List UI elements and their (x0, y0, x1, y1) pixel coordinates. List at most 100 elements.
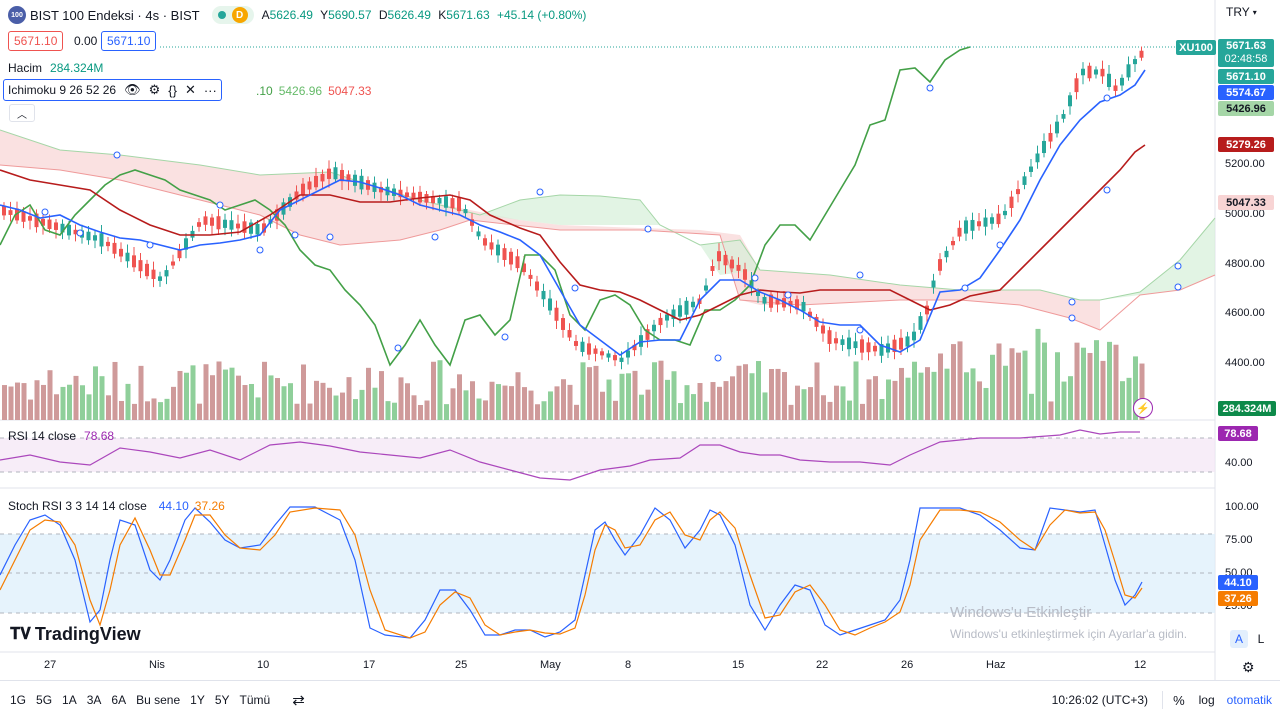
symbol-header: 100 BIST 100 Endeksi · 4s · BIST D A5626… (8, 6, 590, 24)
range-button-1y[interactable]: 1Y (190, 693, 205, 707)
currency-selector[interactable]: TRY ▾ (1226, 5, 1257, 19)
time-axis-label[interactable]: 8 (625, 659, 632, 671)
time-axis-label[interactable]: 25 (455, 659, 468, 671)
change-value: +45.14 (+0.80%) (497, 8, 587, 22)
volume-bar (801, 389, 807, 420)
volume-bar (73, 375, 79, 420)
time-axis-label[interactable]: 17 (363, 659, 376, 671)
volume-bar (502, 385, 508, 420)
volume-bar (834, 385, 839, 420)
volume-bar (509, 386, 514, 420)
settings-gear-icon[interactable]: ⚙ (1242, 659, 1255, 675)
code-braces-icon[interactable]: {} (168, 82, 177, 98)
volume-bar (749, 373, 755, 420)
stoch-axis-label[interactable]: 75.00 (1225, 534, 1253, 546)
gear-icon[interactable]: ⚙ (148, 82, 161, 97)
candle (229, 220, 234, 230)
eye-icon[interactable]: 👁 (124, 82, 141, 97)
volume-bar (255, 397, 261, 420)
volume-bar (1055, 352, 1060, 420)
tradingview-logo[interactable]: 𝐓𝐕 TradingView (10, 624, 141, 645)
price-axis-label[interactable]: 4400.00 (1225, 357, 1265, 369)
time-axis-label[interactable]: May (540, 659, 561, 671)
candle (223, 219, 227, 228)
candle (834, 338, 838, 344)
date-range-picker-icon[interactable]: ⇄ (292, 692, 305, 709)
volume-bar (2, 385, 7, 420)
volume-bar (1016, 352, 1021, 420)
volume-bar (684, 385, 690, 420)
lightning-icon[interactable]: ⚡ (1133, 398, 1153, 418)
price-axis-label[interactable]: 4800.00 (1225, 258, 1265, 270)
candle (405, 192, 409, 197)
buy-button[interactable]: 5671.10 (101, 31, 157, 51)
volume-bar (268, 375, 274, 420)
volume-bar (1022, 350, 1028, 420)
stoch-k-value: 44.10 (158, 499, 189, 513)
candle (853, 341, 858, 349)
time-axis-label[interactable]: 10 (257, 659, 270, 671)
time-axis-label[interactable]: 22 (816, 659, 829, 671)
volume-bar (496, 384, 501, 420)
range-button-1a[interactable]: 1A (62, 693, 77, 707)
ichimoku-cloud-red (0, 130, 1100, 330)
candle (216, 216, 221, 230)
range-button-5g[interactable]: 5G (36, 693, 53, 707)
range-button-3a[interactable]: 3A (86, 693, 102, 707)
rsi-line (0, 429, 1140, 481)
candle (652, 324, 656, 332)
price-axis-label[interactable]: 5000.00 (1225, 208, 1265, 220)
log-toggle[interactable]: log (1198, 693, 1215, 707)
candle (99, 233, 104, 247)
auto-toggle[interactable]: otomatik (1226, 693, 1272, 707)
volume-legend[interactable]: Hacim 284.324M (8, 61, 103, 75)
percent-toggle[interactable]: % (1173, 692, 1185, 708)
volume-bar (626, 373, 631, 420)
stoch-legend[interactable]: Stoch RSI 3 3 14 14 close 44.10 37.26 (8, 499, 225, 513)
range-button-1g[interactable]: 1G (10, 693, 27, 707)
clock-time[interactable]: 10:26:02 (UTC+3) (1051, 693, 1149, 707)
range-button-tümü[interactable]: Tümü (239, 693, 271, 707)
candle (138, 260, 143, 272)
price-axis-label[interactable]: 4600.00 (1225, 307, 1265, 319)
rsi-legend[interactable]: RSI 14 close 78.68 (8, 429, 114, 443)
range-button-6a[interactable]: 6A (111, 693, 127, 707)
volume-bar (990, 354, 995, 420)
collapse-legend-button[interactable]: ︿ (9, 104, 35, 122)
ichimoku-legend[interactable]: Ichimoku 9 26 52 26 👁 ⚙ {} ✕ ··· (3, 79, 222, 101)
volume-bar (541, 401, 547, 420)
range-button-bu-sene[interactable]: Bu sene (136, 693, 181, 707)
price-axis-label[interactable]: 5200.00 (1225, 158, 1265, 170)
chevron-down-icon: ▾ (1252, 7, 1257, 17)
auto-scale-button[interactable]: A (1230, 630, 1248, 648)
low-value: 5626.49 (387, 8, 431, 22)
time-axis-label[interactable]: 26 (901, 659, 914, 671)
chart-canvas[interactable] (0, 0, 1280, 680)
candle (606, 353, 611, 358)
signal-marker (926, 84, 934, 92)
candle (613, 355, 617, 361)
candle (866, 342, 871, 353)
time-axis-label[interactable]: 12 (1134, 659, 1147, 671)
time-axis-label[interactable]: Haz (986, 659, 1006, 671)
time-axis-label[interactable]: 15 (732, 659, 745, 671)
candle (411, 192, 416, 200)
close-icon[interactable]: ✕ (184, 82, 196, 97)
log-scale-button[interactable]: L (1257, 632, 1265, 646)
rsi-axis-label[interactable]: 40.00 (1225, 457, 1253, 469)
range-button-5y[interactable]: 5Y (214, 693, 230, 707)
volume-bar (892, 380, 898, 420)
symbol-title[interactable]: BIST 100 Endeksi · 4s · BIST (30, 7, 200, 23)
candle (1074, 78, 1079, 93)
sell-button[interactable]: 5671.10 (8, 31, 64, 51)
stoch-axis-label[interactable]: 100.00 (1225, 501, 1259, 513)
candle (184, 238, 188, 250)
volume-bar (242, 385, 248, 420)
time-axis-label[interactable]: 27 (44, 659, 57, 671)
volume-bar (886, 379, 891, 420)
time-axis-label[interactable]: Nis (149, 659, 165, 671)
market-status[interactable]: D (211, 6, 254, 24)
more-icon[interactable]: ··· (203, 82, 217, 98)
volume-bar (457, 374, 462, 420)
volume-bar (249, 383, 254, 420)
